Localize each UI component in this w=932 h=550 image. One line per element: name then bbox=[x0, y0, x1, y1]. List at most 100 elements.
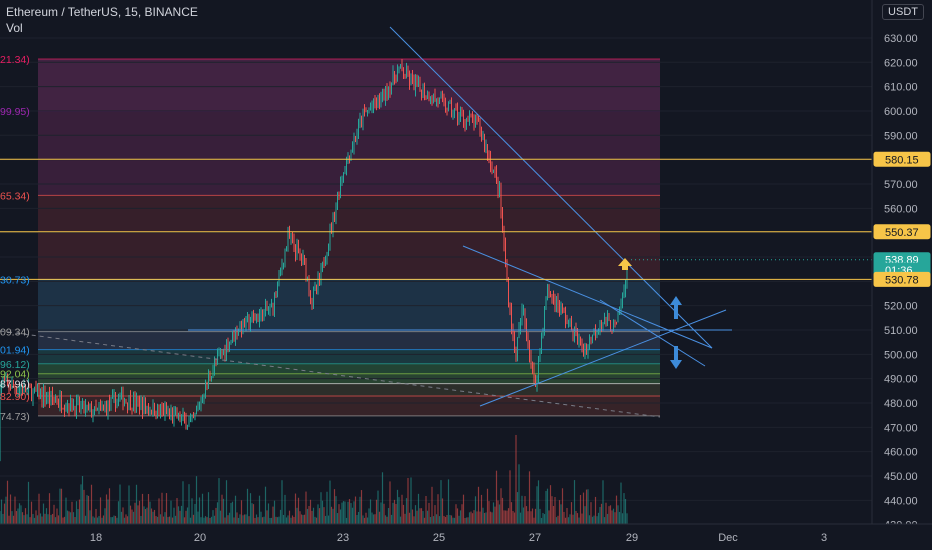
volume-bar bbox=[125, 514, 127, 524]
volume-bar bbox=[0, 511, 1, 524]
volume-bar bbox=[156, 516, 159, 524]
volume-bar bbox=[153, 509, 156, 524]
volume-bar bbox=[597, 512, 600, 524]
volume-bar bbox=[54, 517, 57, 524]
volume-bar bbox=[548, 510, 550, 524]
volume-bar bbox=[21, 512, 24, 524]
volume-bar bbox=[263, 516, 265, 524]
candlestick-series bbox=[0, 59, 628, 462]
volume-bar bbox=[372, 514, 375, 524]
volume-bar bbox=[407, 477, 409, 524]
volume-bar bbox=[123, 517, 126, 524]
volume-bar bbox=[449, 514, 451, 524]
volume-bar bbox=[435, 514, 438, 524]
volume-bar bbox=[42, 503, 45, 524]
fib-zone bbox=[38, 111, 660, 196]
volume-bar bbox=[471, 513, 474, 524]
volume-bar bbox=[594, 496, 597, 524]
volume-bar bbox=[393, 499, 396, 524]
volume-bar bbox=[222, 498, 225, 524]
volume-bar bbox=[528, 471, 531, 524]
volume-bar bbox=[219, 510, 222, 524]
volume-bar bbox=[504, 510, 507, 524]
volume-bar bbox=[600, 503, 603, 524]
volume-bar bbox=[294, 493, 297, 524]
volume-bar bbox=[207, 492, 210, 524]
volume-bar bbox=[321, 500, 324, 524]
volume-bar bbox=[309, 499, 312, 524]
time-tick-label: Dec bbox=[718, 532, 738, 544]
volume-bar bbox=[555, 517, 558, 524]
volume-bar bbox=[110, 517, 112, 524]
volume-bar bbox=[81, 475, 84, 524]
volume-bar bbox=[446, 515, 448, 524]
volume-bar bbox=[186, 507, 189, 524]
volume-bar bbox=[591, 516, 594, 524]
volume-bar bbox=[84, 515, 87, 524]
volume-bar bbox=[179, 510, 181, 524]
volume-bar bbox=[150, 508, 153, 524]
horizontal-lines[interactable] bbox=[0, 158, 872, 280]
price-tick-label: 480.00 bbox=[884, 398, 918, 410]
volume-bar bbox=[573, 480, 576, 524]
symbol-title: Ethereum / TetherUS, 15, BINANCE bbox=[6, 5, 198, 19]
volume-bar bbox=[467, 517, 469, 524]
volume-bar bbox=[593, 515, 595, 524]
volume-bar bbox=[447, 479, 450, 524]
volume-bar bbox=[329, 480, 331, 524]
volume-bars bbox=[0, 434, 628, 524]
volume-bar bbox=[480, 494, 483, 524]
price-tick-label: 510.00 bbox=[884, 325, 918, 337]
volume-bar bbox=[177, 506, 180, 524]
volume-bar bbox=[41, 516, 43, 524]
volume-bar bbox=[152, 511, 154, 524]
volume-bar bbox=[12, 515, 15, 524]
volume-bar bbox=[195, 476, 198, 524]
volume-bar bbox=[554, 497, 556, 524]
volume-bar bbox=[242, 515, 244, 524]
volume-bar bbox=[218, 478, 220, 524]
volume-bar bbox=[389, 481, 391, 524]
volume-bar bbox=[575, 510, 577, 524]
resistance-trendline bbox=[462, 245, 713, 349]
price-tick-label: 440.00 bbox=[884, 495, 918, 507]
volume-bar bbox=[278, 516, 280, 524]
volume-bar bbox=[585, 489, 588, 524]
volume-bar bbox=[330, 506, 333, 524]
arrow-up-icon bbox=[670, 296, 682, 319]
volume-bar bbox=[353, 501, 355, 524]
volume-bar bbox=[533, 517, 535, 524]
time-axis[interactable] bbox=[0, 524, 932, 550]
volume-bar bbox=[602, 480, 604, 524]
volume-bar bbox=[75, 501, 78, 524]
volume-bar bbox=[617, 505, 619, 524]
volume-bar bbox=[614, 512, 616, 524]
volume-bar bbox=[486, 488, 489, 524]
volume-bar bbox=[605, 502, 607, 524]
volume-bar bbox=[426, 510, 429, 524]
volume-bar bbox=[53, 504, 55, 524]
volume-bar bbox=[92, 516, 94, 524]
trendline-drawings[interactable] bbox=[0, 26, 872, 418]
volume-bar bbox=[479, 511, 481, 524]
volume-bar bbox=[540, 517, 543, 524]
currency-button[interactable]: USDT bbox=[882, 4, 924, 20]
volume-bar bbox=[524, 496, 526, 524]
price-tick-label: 630.00 bbox=[884, 33, 918, 45]
volume-bar bbox=[516, 492, 519, 524]
volume-bar bbox=[534, 508, 537, 524]
volume-indicator-label[interactable]: Vol bbox=[6, 21, 23, 35]
volume-bar bbox=[381, 472, 384, 524]
volume-bar bbox=[11, 511, 13, 524]
volume-bar bbox=[275, 516, 277, 524]
volume-bar bbox=[578, 517, 580, 524]
volume-bar bbox=[305, 491, 307, 524]
volume-bar bbox=[149, 501, 151, 524]
fib-zone bbox=[38, 363, 660, 374]
volume-bar bbox=[491, 512, 493, 524]
volume-bar bbox=[225, 480, 228, 524]
volume-bar bbox=[89, 510, 91, 524]
volume-bar bbox=[26, 514, 28, 524]
volume-bar bbox=[137, 505, 139, 524]
